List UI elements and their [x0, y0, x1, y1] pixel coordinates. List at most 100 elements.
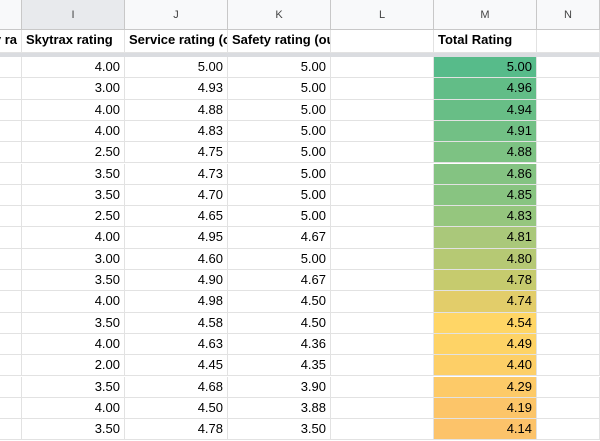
header-cell[interactable]: Skytrax rating [22, 30, 125, 53]
data-cell[interactable]: 5.00 [228, 206, 331, 228]
empty-cell[interactable] [0, 142, 22, 164]
empty-cell[interactable] [331, 78, 434, 100]
empty-cell[interactable] [537, 419, 600, 441]
data-cell[interactable]: 5.00 [228, 142, 331, 164]
data-cell[interactable]: 4.98 [125, 291, 228, 313]
data-cell[interactable]: 4.95 [125, 227, 228, 249]
header-cell[interactable]: Service rating (out of 5) [125, 30, 228, 53]
empty-cell[interactable] [0, 163, 22, 185]
data-cell[interactable]: 4.45 [125, 355, 228, 377]
data-cell[interactable]: 3.00 [22, 248, 125, 270]
data-cell[interactable]: 4.88 [125, 99, 228, 121]
column-header[interactable] [0, 0, 22, 30]
data-cell[interactable]: 3.50 [22, 184, 125, 207]
empty-cell[interactable] [331, 120, 434, 143]
empty-cell[interactable] [537, 333, 600, 356]
empty-cell[interactable] [537, 142, 600, 164]
empty-cell[interactable] [0, 355, 22, 377]
empty-cell[interactable] [537, 248, 600, 270]
data-cell[interactable]: 5.00 [228, 120, 331, 143]
data-cell[interactable]: 3.50 [22, 376, 125, 398]
data-cell[interactable]: 4.78 [434, 270, 537, 292]
data-cell[interactable]: 4.67 [228, 270, 331, 292]
empty-cell[interactable] [331, 312, 434, 334]
empty-cell[interactable] [331, 163, 434, 185]
data-cell[interactable]: 2.50 [22, 142, 125, 164]
data-cell[interactable]: 4.63 [125, 333, 228, 356]
data-cell[interactable]: 5.00 [228, 163, 331, 185]
data-cell[interactable]: 5.00 [228, 78, 331, 100]
header-cell[interactable]: y ra [0, 30, 22, 53]
empty-cell[interactable] [537, 397, 600, 420]
empty-cell[interactable] [331, 57, 434, 79]
data-cell[interactable]: 4.58 [125, 312, 228, 334]
data-cell[interactable]: 4.00 [22, 120, 125, 143]
data-cell[interactable]: 4.83 [125, 120, 228, 143]
data-cell[interactable]: 4.75 [125, 142, 228, 164]
empty-cell[interactable] [331, 227, 434, 249]
header-cell[interactable] [331, 30, 434, 53]
data-cell[interactable]: 4.70 [125, 184, 228, 207]
empty-cell[interactable] [331, 376, 434, 398]
data-cell[interactable]: 4.83 [434, 206, 537, 228]
empty-cell[interactable] [331, 206, 434, 228]
empty-cell[interactable] [537, 99, 600, 121]
data-cell[interactable]: 4.00 [22, 397, 125, 420]
empty-cell[interactable] [537, 163, 600, 185]
empty-cell[interactable] [331, 184, 434, 207]
empty-cell[interactable] [0, 120, 22, 143]
empty-cell[interactable] [537, 227, 600, 249]
data-cell[interactable]: 4.73 [125, 163, 228, 185]
data-cell[interactable]: 4.50 [228, 312, 331, 334]
empty-cell[interactable] [0, 99, 22, 121]
empty-cell[interactable] [331, 99, 434, 121]
empty-cell[interactable] [537, 120, 600, 143]
data-cell[interactable]: 4.00 [22, 227, 125, 249]
data-cell[interactable]: 2.00 [22, 355, 125, 377]
data-cell[interactable]: 4.00 [22, 291, 125, 313]
empty-cell[interactable] [0, 291, 22, 313]
empty-cell[interactable] [537, 57, 600, 79]
empty-cell[interactable] [0, 419, 22, 441]
data-cell[interactable]: 4.74 [434, 291, 537, 313]
empty-cell[interactable] [331, 142, 434, 164]
data-cell[interactable]: 4.36 [228, 333, 331, 356]
data-cell[interactable]: 4.60 [125, 248, 228, 270]
data-cell[interactable]: 4.50 [125, 397, 228, 420]
data-cell[interactable]: 5.00 [125, 57, 228, 79]
header-cell[interactable]: Total Rating [434, 30, 537, 53]
data-cell[interactable]: 4.00 [22, 57, 125, 79]
data-cell[interactable]: 4.00 [22, 99, 125, 121]
data-cell[interactable]: 4.50 [228, 291, 331, 313]
empty-cell[interactable] [537, 270, 600, 292]
empty-cell[interactable] [537, 291, 600, 313]
data-cell[interactable]: 5.00 [434, 57, 537, 79]
data-cell[interactable]: 4.35 [228, 355, 331, 377]
data-cell[interactable]: 4.00 [22, 333, 125, 356]
data-cell[interactable]: 3.90 [228, 376, 331, 398]
data-cell[interactable]: 3.50 [22, 419, 125, 441]
data-cell[interactable]: 4.80 [434, 248, 537, 270]
data-cell[interactable]: 4.78 [125, 419, 228, 441]
empty-cell[interactable] [331, 248, 434, 270]
data-cell[interactable]: 4.91 [434, 120, 537, 143]
empty-cell[interactable] [537, 184, 600, 207]
header-cell[interactable]: Safety rating (out of 5) [228, 30, 331, 53]
data-cell[interactable]: 5.00 [228, 99, 331, 121]
empty-cell[interactable] [537, 312, 600, 334]
empty-cell[interactable] [331, 291, 434, 313]
empty-cell[interactable] [0, 57, 22, 79]
column-header[interactable]: L [331, 0, 434, 30]
empty-cell[interactable] [331, 397, 434, 420]
empty-cell[interactable] [0, 312, 22, 334]
data-cell[interactable]: 4.85 [434, 184, 537, 207]
column-header[interactable]: J [125, 0, 228, 30]
empty-cell[interactable] [0, 270, 22, 292]
empty-cell[interactable] [0, 376, 22, 398]
empty-cell[interactable] [0, 248, 22, 270]
data-cell[interactable]: 3.50 [22, 163, 125, 185]
data-cell[interactable]: 4.19 [434, 397, 537, 420]
empty-cell[interactable] [537, 376, 600, 398]
data-cell[interactable]: 3.50 [228, 419, 331, 441]
empty-cell[interactable] [0, 227, 22, 249]
